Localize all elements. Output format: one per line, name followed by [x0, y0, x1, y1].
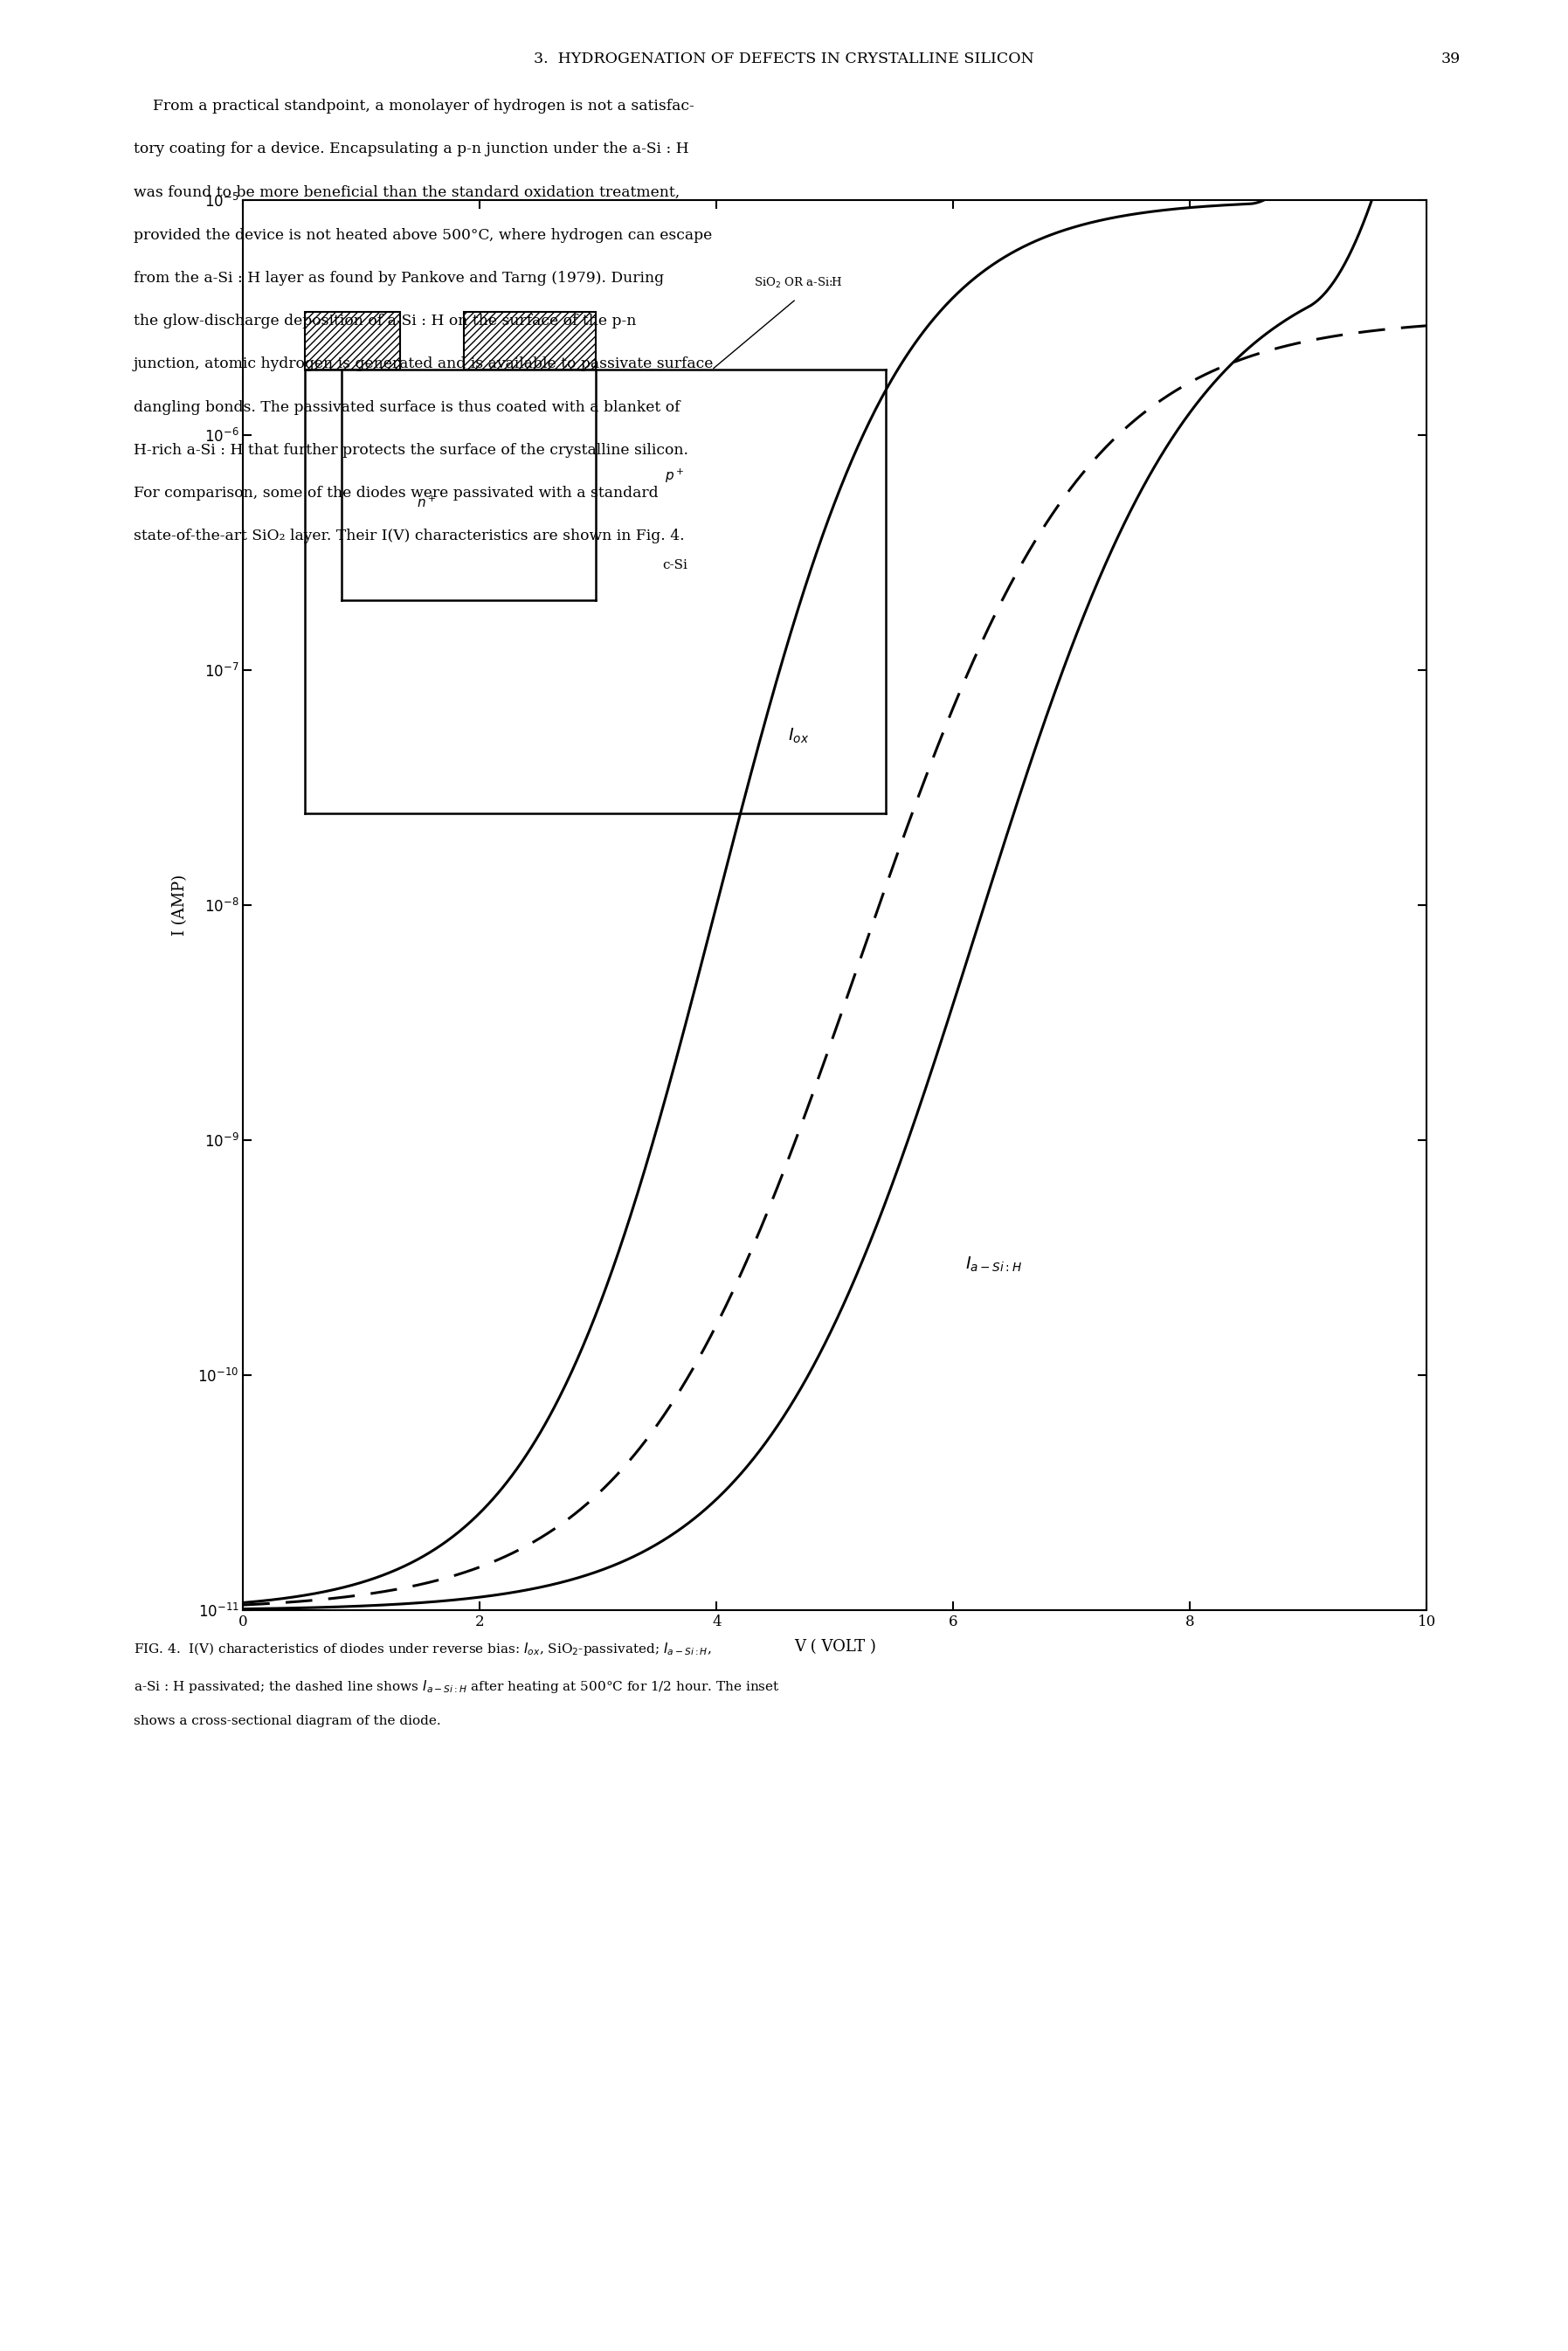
- X-axis label: V ( VOLT ): V ( VOLT ): [793, 1639, 877, 1655]
- Text: shows a cross-sectional diagram of the diode.: shows a cross-sectional diagram of the d…: [133, 1716, 441, 1728]
- Text: From a practical standpoint, a monolayer of hydrogen is not a satisfac-: From a practical standpoint, a monolayer…: [133, 99, 695, 113]
- Text: H-rich a-Si : H that further protects the surface of the crystalline silicon.: H-rich a-Si : H that further protects th…: [133, 442, 688, 458]
- Text: junction, atomic hydrogen is generated and is available to passivate surface: junction, atomic hydrogen is generated a…: [133, 357, 713, 371]
- Text: a-Si : H passivated; the dashed line shows $I_{a-Si:H}$ after heating at 500°C f: a-Si : H passivated; the dashed line sho…: [133, 1679, 779, 1695]
- Text: was found to be more beneficial than the standard oxidation treatment,: was found to be more beneficial than the…: [133, 186, 679, 200]
- Text: 39: 39: [1441, 52, 1460, 66]
- Text: $I_{a-Si:H}$: $I_{a-Si:H}$: [966, 1255, 1022, 1274]
- Text: the glow-discharge deposition of a-Si : H on the surface of the p-n: the glow-discharge deposition of a-Si : …: [133, 315, 637, 329]
- Text: For comparison, some of the diodes were passivated with a standard: For comparison, some of the diodes were …: [133, 487, 659, 501]
- Text: FIG. 4.  I(V) characteristics of diodes under reverse bias: $I_{ox}$, SiO$_2$-pa: FIG. 4. I(V) characteristics of diodes u…: [133, 1641, 712, 1657]
- Text: $I_{ox}$: $I_{ox}$: [787, 726, 809, 745]
- Text: dangling bonds. The passivated surface is thus coated with a blanket of: dangling bonds. The passivated surface i…: [133, 400, 679, 414]
- Text: tory coating for a device. Encapsulating a p-n junction under the a-Si : H: tory coating for a device. Encapsulating…: [133, 141, 688, 158]
- Text: provided the device is not heated above 500°C, where hydrogen can escape: provided the device is not heated above …: [133, 228, 712, 242]
- Text: state-of-the-art SiO₂ layer. Their I(V) characteristics are shown in Fig. 4.: state-of-the-art SiO₂ layer. Their I(V) …: [133, 529, 684, 543]
- Text: from the a-Si : H layer as found by Pankove and Tarng (1979). During: from the a-Si : H layer as found by Pank…: [133, 270, 663, 287]
- Text: 3.  HYDROGENATION OF DEFECTS IN CRYSTALLINE SILICON: 3. HYDROGENATION OF DEFECTS IN CRYSTALLI…: [533, 52, 1035, 66]
- Y-axis label: I (AMP): I (AMP): [172, 875, 188, 936]
